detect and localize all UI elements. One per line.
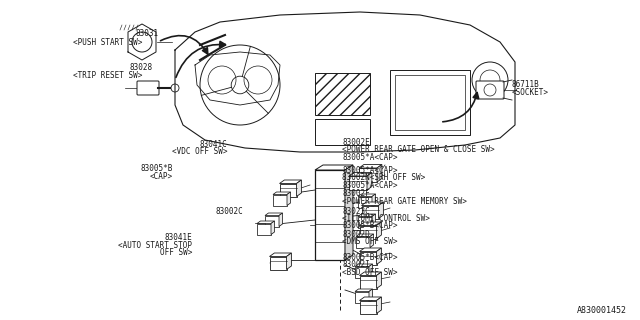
Polygon shape	[362, 202, 383, 205]
Polygon shape	[376, 248, 381, 265]
Text: 83002C: 83002C	[216, 207, 243, 216]
Text: 83002E: 83002E	[342, 138, 370, 147]
Text: 83005*A<CAP>: 83005*A<CAP>	[342, 181, 398, 190]
Bar	[315, 119, 370, 145]
Polygon shape	[265, 213, 282, 215]
Polygon shape	[360, 222, 381, 226]
Bar	[390, 70, 470, 135]
Polygon shape	[356, 234, 374, 236]
FancyBboxPatch shape	[476, 81, 504, 99]
Polygon shape	[315, 165, 353, 170]
Bar	[362, 205, 378, 219]
Bar	[273, 195, 287, 205]
Polygon shape	[296, 180, 301, 196]
Text: 83028: 83028	[129, 63, 152, 72]
Text: 83005*B<CAP>: 83005*B<CAP>	[342, 221, 398, 230]
Polygon shape	[345, 165, 353, 260]
Bar	[280, 183, 296, 196]
Polygon shape	[360, 272, 381, 276]
Bar	[315, 73, 370, 115]
Polygon shape	[360, 297, 381, 300]
Text: 83002F: 83002F	[342, 189, 370, 198]
Bar	[358, 196, 372, 207]
Bar	[315, 170, 345, 260]
Polygon shape	[378, 202, 383, 219]
Bar	[359, 168, 377, 182]
Text: 83005*A<CAP>: 83005*A<CAP>	[342, 166, 398, 175]
Polygon shape	[280, 180, 301, 183]
Polygon shape	[287, 253, 291, 269]
Text: <ILLUMI CONTROL SW>: <ILLUMI CONTROL SW>	[342, 214, 430, 223]
Text: <PUSH START SW>: <PUSH START SW>	[73, 38, 142, 47]
Polygon shape	[372, 194, 376, 207]
Polygon shape	[287, 192, 291, 205]
Polygon shape	[376, 222, 381, 238]
Polygon shape	[372, 214, 376, 228]
Polygon shape	[369, 289, 372, 302]
Text: <AUTO START STOP: <AUTO START STOP	[118, 241, 192, 250]
Text: 83005*B: 83005*B	[140, 164, 173, 173]
Polygon shape	[358, 194, 376, 196]
Text: 83002I: 83002I	[342, 260, 370, 269]
Bar	[358, 217, 372, 228]
Polygon shape	[355, 264, 372, 267]
Polygon shape	[367, 172, 372, 190]
Bar	[356, 236, 370, 247]
Text: <DMS OFF SW>: <DMS OFF SW>	[342, 237, 398, 246]
Polygon shape	[369, 264, 372, 277]
Text: OFF SW>: OFF SW>	[159, 248, 192, 257]
Polygon shape	[376, 272, 381, 289]
Polygon shape	[355, 289, 372, 292]
Text: 83002D: 83002D	[342, 230, 370, 239]
Text: <CAP>: <CAP>	[150, 172, 173, 180]
Polygon shape	[349, 172, 372, 176]
Bar	[257, 223, 271, 235]
Text: 83041C: 83041C	[200, 140, 227, 148]
Bar	[349, 176, 367, 190]
Text: <VDC OFF SW>: <VDC OFF SW>	[172, 147, 227, 156]
Text: 83005*B<CAP>: 83005*B<CAP>	[342, 253, 398, 262]
Polygon shape	[279, 213, 282, 227]
Bar	[360, 252, 376, 265]
Text: <SOCKET>: <SOCKET>	[512, 88, 549, 97]
Polygon shape	[376, 297, 381, 314]
Text: 83002N<SRH OFF SW>: 83002N<SRH OFF SW>	[342, 173, 426, 182]
Polygon shape	[257, 221, 275, 223]
Text: <POWER REAR GATE MEMORY SW>: <POWER REAR GATE MEMORY SW>	[342, 197, 467, 206]
Bar	[395, 75, 465, 130]
FancyBboxPatch shape	[137, 81, 159, 95]
Text: A830001452: A830001452	[577, 306, 627, 315]
Text: 86711B: 86711B	[512, 80, 540, 89]
Polygon shape	[358, 214, 376, 217]
Bar	[355, 267, 369, 277]
Text: <POWER REAR GATE OPEN & CLOSE SW>: <POWER REAR GATE OPEN & CLOSE SW>	[342, 145, 495, 154]
Bar	[360, 226, 376, 238]
Bar	[360, 276, 376, 289]
Polygon shape	[273, 192, 291, 195]
Bar	[360, 300, 376, 314]
Bar	[355, 292, 369, 302]
Text: <BSD OFF SW>: <BSD OFF SW>	[342, 268, 398, 277]
Text: 83005*A<CAP>: 83005*A<CAP>	[342, 153, 398, 162]
Text: <TRIP RESET SW>: <TRIP RESET SW>	[73, 71, 142, 80]
Polygon shape	[359, 164, 382, 168]
Polygon shape	[370, 234, 374, 247]
Polygon shape	[271, 221, 275, 235]
Text: 83041E: 83041E	[164, 233, 192, 242]
Bar	[265, 215, 279, 227]
Bar	[269, 257, 287, 269]
Polygon shape	[269, 253, 291, 257]
Polygon shape	[377, 164, 382, 182]
Text: 83031: 83031	[136, 29, 159, 38]
Polygon shape	[360, 248, 381, 252]
Text: 83023C: 83023C	[342, 207, 370, 216]
